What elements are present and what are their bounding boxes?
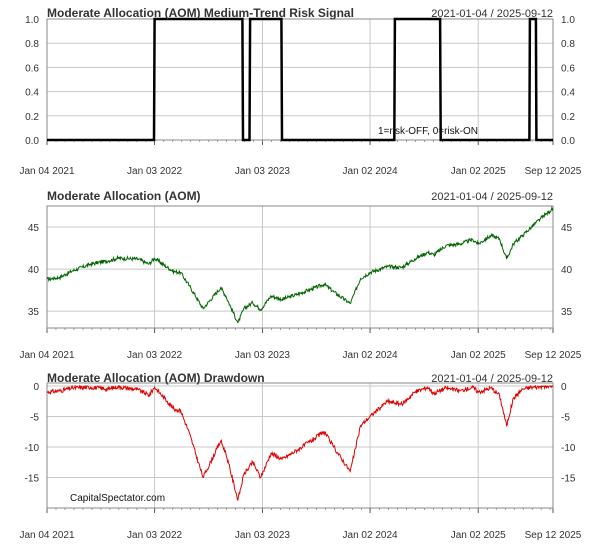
x-tick-label: Jan 02 2024: [343, 350, 398, 361]
panel-1: Jan 04 2021 Jan 03 2022 Jan 03 2023 Jan 02 …: [19, 6, 581, 177]
x-tick-label: Jan 02 2025: [451, 350, 506, 361]
panel-2: Jan 04 2021 Jan 03 2022 Jan 03 2023 Jan 02 …: [19, 189, 581, 361]
series-line: [46, 384, 554, 501]
y-tick-label-right: 0.8: [561, 39, 575, 50]
panel-3: Jan 04 2021 Jan 03 2022 Jan 03 2023 Jan 02 …: [19, 371, 581, 541]
x-tick-label: Jan 02 2025: [451, 166, 506, 177]
y-tick-label-left: 0.8: [25, 39, 39, 50]
series-line: [46, 205, 554, 324]
panel-title: Moderate Allocation (AOM) Drawdown: [47, 371, 265, 385]
y-tick-label-right: 45: [561, 223, 573, 234]
x-tick-label: Jan 03 2022: [127, 350, 182, 361]
y-tick-label-right: 0: [561, 382, 567, 393]
x-tick-label: Sep 12 2025: [525, 166, 582, 177]
signal-legend-note: 1=risk-OFF, 0=risk-ON: [378, 126, 478, 137]
y-tick-label-right: -15: [561, 474, 576, 485]
plot-frame: [46, 18, 554, 141]
y-tick-label-right: 1.0: [561, 15, 575, 26]
y-tick-label-left: 0: [33, 382, 39, 393]
x-tick-label: Jan 04 2021: [19, 166, 74, 177]
signal-line: [47, 17, 553, 142]
y-tick-label-right: 35: [561, 307, 573, 318]
x-tick-label: Sep 12 2025: [525, 350, 582, 361]
date-range-label: 2021-01-04 / 2025-09-12: [431, 373, 553, 385]
panel-title: Moderate Allocation (AOM): [47, 189, 201, 203]
y-tick-label-left: -10: [25, 443, 40, 454]
plot-frame: [46, 382, 554, 509]
y-tick-label-left: 45: [28, 223, 40, 234]
x-tick-label: Jan 04 2021: [19, 350, 74, 361]
x-tick-label: Jan 03 2022: [127, 530, 182, 541]
x-tick-label: Jan 03 2022: [127, 166, 182, 177]
plot-frame: [46, 205, 554, 329]
y-tick-label-left: 0.6: [25, 63, 39, 74]
y-tick-label-left: 40: [28, 265, 40, 276]
y-tick-label-right: -10: [561, 443, 576, 454]
x-tick-label: Jan 02 2024: [343, 530, 398, 541]
y-tick-label-left: 0.4: [25, 88, 39, 99]
y-tick-label-right: 0.4: [561, 88, 575, 99]
y-tick-label-left: 35: [28, 307, 40, 318]
y-tick-label-left: -5: [30, 413, 39, 424]
panel-title: Moderate Allocation (AOM) Medium-Trend R…: [47, 6, 354, 20]
x-tick-label: Jan 02 2025: [451, 530, 506, 541]
y-tick-label-left: 1.0: [25, 15, 39, 26]
x-tick-label: Jan 03 2023: [235, 530, 290, 541]
y-tick-label-right: -5: [561, 413, 570, 424]
date-range-label: 2021-01-04 / 2025-09-12: [431, 191, 553, 203]
y-tick-label-left: 0.2: [25, 112, 39, 123]
x-tick-label: Sep 12 2025: [525, 530, 582, 541]
y-tick-label-left: 0.0: [25, 136, 39, 147]
y-tick-label-right: 0.6: [561, 63, 575, 74]
y-tick-label-right: 0.2: [561, 112, 575, 123]
x-tick-label: Jan 03 2023: [235, 350, 290, 361]
watermark: CapitalSpectator.com: [70, 493, 165, 504]
date-range-label: 2021-01-04 / 2025-09-12: [431, 8, 553, 20]
y-tick-label-left: -15: [25, 474, 40, 485]
x-tick-label: Jan 02 2024: [343, 166, 398, 177]
y-tick-label-right: 0.0: [561, 136, 575, 147]
x-tick-label: Jan 03 2023: [235, 166, 290, 177]
y-tick-label-right: 40: [561, 265, 573, 276]
x-tick-label: Jan 04 2021: [19, 530, 74, 541]
